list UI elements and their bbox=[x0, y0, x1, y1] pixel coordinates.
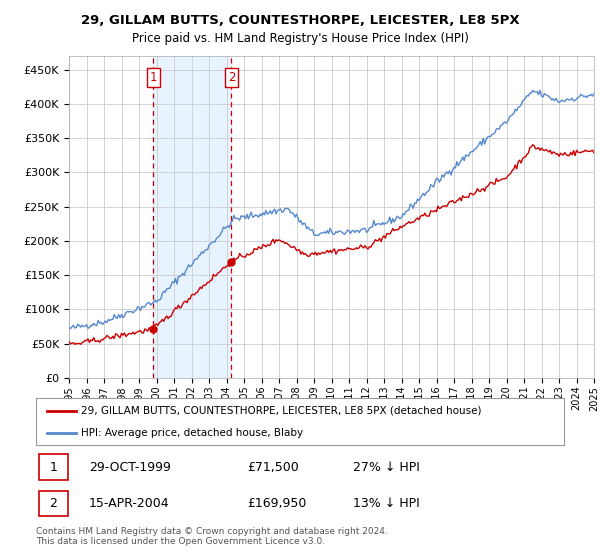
FancyBboxPatch shape bbox=[38, 455, 68, 480]
Text: 29, GILLAM BUTTS, COUNTESTHORPE, LEICESTER, LE8 5PX (detached house): 29, GILLAM BUTTS, COUNTESTHORPE, LEICEST… bbox=[81, 406, 481, 416]
Text: 1: 1 bbox=[149, 72, 157, 85]
Text: £71,500: £71,500 bbox=[247, 461, 299, 474]
Text: 2: 2 bbox=[227, 72, 235, 85]
Text: Price paid vs. HM Land Registry's House Price Index (HPI): Price paid vs. HM Land Registry's House … bbox=[131, 32, 469, 45]
Text: 27% ↓ HPI: 27% ↓ HPI bbox=[353, 461, 419, 474]
Text: 29, GILLAM BUTTS, COUNTESTHORPE, LEICESTER, LE8 5PX: 29, GILLAM BUTTS, COUNTESTHORPE, LEICEST… bbox=[80, 14, 520, 27]
FancyBboxPatch shape bbox=[38, 491, 68, 516]
Text: 1: 1 bbox=[49, 461, 57, 474]
Text: 29-OCT-1999: 29-OCT-1999 bbox=[89, 461, 170, 474]
Text: HPI: Average price, detached house, Blaby: HPI: Average price, detached house, Blab… bbox=[81, 428, 303, 438]
Bar bbox=[154, 56, 232, 378]
Text: £169,950: £169,950 bbox=[247, 497, 307, 510]
Text: Contains HM Land Registry data © Crown copyright and database right 2024.
This d: Contains HM Land Registry data © Crown c… bbox=[36, 526, 388, 546]
Text: 2: 2 bbox=[49, 497, 57, 510]
Text: 13% ↓ HPI: 13% ↓ HPI bbox=[353, 497, 419, 510]
Text: 15-APR-2004: 15-APR-2004 bbox=[89, 497, 169, 510]
